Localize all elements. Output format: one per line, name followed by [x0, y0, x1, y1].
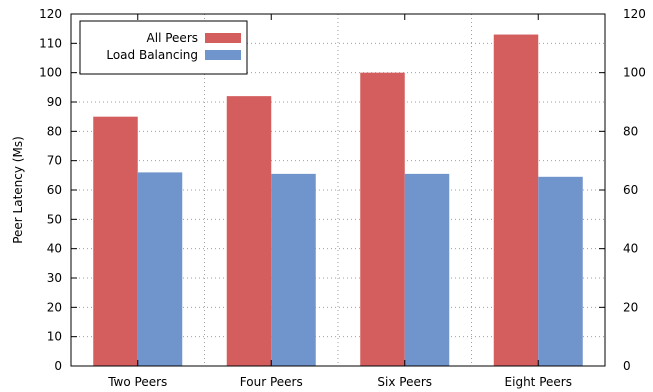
y-tick-label: 100 — [39, 66, 62, 80]
y-tick-label: 80 — [47, 124, 62, 138]
y2-tick-label: 60 — [623, 183, 638, 197]
y-tick-label: 70 — [47, 154, 62, 168]
x-tick-label: Six Peers — [377, 375, 432, 389]
bar — [93, 116, 138, 367]
legend-box — [79, 20, 248, 75]
y-axis-label: Peer Latency (Ms) — [11, 136, 25, 244]
y-tick-label: 90 — [47, 95, 62, 109]
y2-tick-label: 80 — [623, 124, 638, 138]
x-tick-label: Four Peers — [240, 375, 303, 389]
y-tick-labels: 0 10 20 30 40 50 60 70 80 90 100 110 120 — [39, 7, 62, 373]
y2-tick-label: 0 — [623, 359, 631, 373]
bar — [404, 173, 450, 366]
y-tick-label: 20 — [47, 300, 62, 314]
bar — [360, 72, 405, 367]
x-tick-labels: Two Peers Four Peers Six Peers Eight Peers — [107, 375, 572, 389]
legend-label-all-peers: All Peers — [147, 31, 198, 45]
y2-tick-label: 40 — [623, 242, 638, 256]
bar — [271, 173, 316, 366]
y2-tick-labels: 0 20 40 60 80 100 120 — [623, 7, 646, 373]
y-tick-label: 30 — [47, 271, 62, 285]
y-tick-label: 60 — [47, 183, 62, 197]
legend-swatch-load-balancing — [205, 50, 241, 60]
axis-ticks — [71, 13, 605, 367]
y2-tick-label: 120 — [623, 7, 646, 21]
legend: All Peers Load Balancing — [79, 20, 248, 75]
y2-tick-label: 20 — [623, 300, 638, 314]
legend-label-load-balancing: Load Balancing — [106, 48, 198, 62]
y-tick-label: 120 — [39, 7, 62, 21]
bar — [538, 176, 583, 366]
y2-tick-label: 100 — [623, 66, 646, 80]
y-tick-label: 40 — [47, 242, 62, 256]
y-tick-label: 0 — [54, 359, 62, 373]
y-tick-label: 10 — [47, 330, 62, 344]
y-tick-label: 50 — [47, 212, 62, 226]
bars — [93, 34, 583, 367]
bar — [137, 172, 183, 366]
bar — [226, 96, 272, 366]
y-tick-label: 110 — [39, 36, 62, 50]
legend-swatch-all-peers — [205, 33, 241, 43]
bar — [493, 34, 539, 367]
x-tick-label: Eight Peers — [505, 375, 572, 389]
x-tick-label: Two Peers — [107, 375, 167, 389]
